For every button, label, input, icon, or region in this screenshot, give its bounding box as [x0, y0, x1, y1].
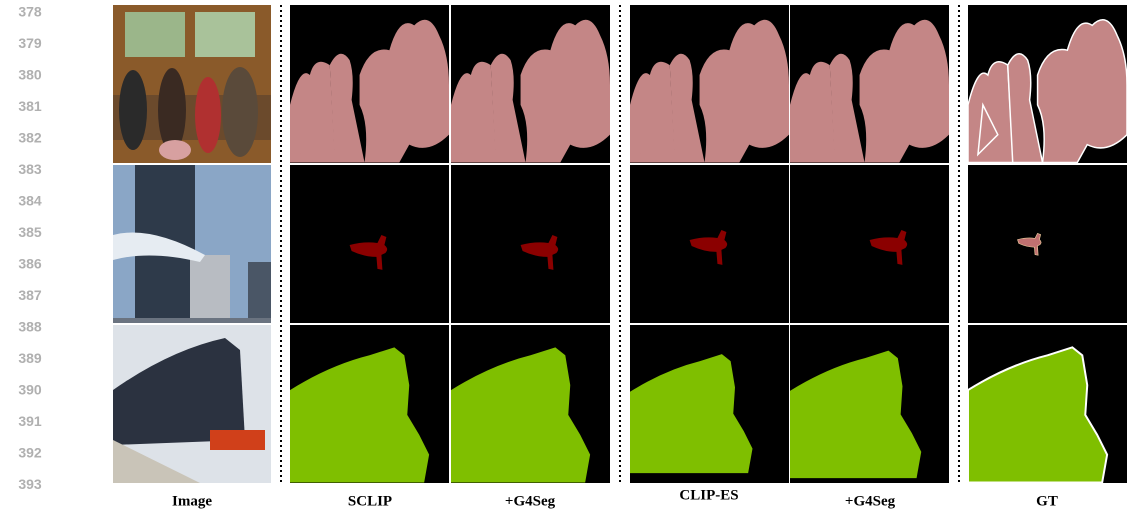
- input-images: [113, 5, 271, 483]
- column-caption: CLIP-ES: [679, 487, 738, 503]
- column-caption: Image: [172, 493, 212, 509]
- column-caption: +G4Seg: [845, 493, 896, 509]
- line-number: 387: [18, 287, 42, 303]
- line-number: 390: [18, 382, 42, 398]
- segmentation-maps: [290, 5, 1127, 483]
- line-number: 385: [18, 224, 42, 240]
- figure: Image SCLIP +G4Seg CLIP-ES +G4Seg GT 378…: [0, 0, 1127, 510]
- line-number: 393: [18, 476, 42, 492]
- line-number: 380: [18, 67, 42, 83]
- line-number: 389: [18, 350, 42, 366]
- line-number: 388: [18, 319, 42, 335]
- line-number: 382: [18, 130, 42, 146]
- line-number: 391: [18, 413, 42, 429]
- line-number: 381: [18, 98, 42, 114]
- column-caption: +G4Seg: [505, 493, 556, 509]
- column-caption: SCLIP: [348, 493, 392, 509]
- line-number: 378: [18, 4, 42, 20]
- line-number: 392: [18, 445, 42, 461]
- line-number: 383: [18, 161, 42, 177]
- line-number: 386: [18, 256, 42, 272]
- line-number: 379: [18, 35, 42, 51]
- column-caption: GT: [1036, 493, 1058, 509]
- line-number: 384: [18, 193, 42, 209]
